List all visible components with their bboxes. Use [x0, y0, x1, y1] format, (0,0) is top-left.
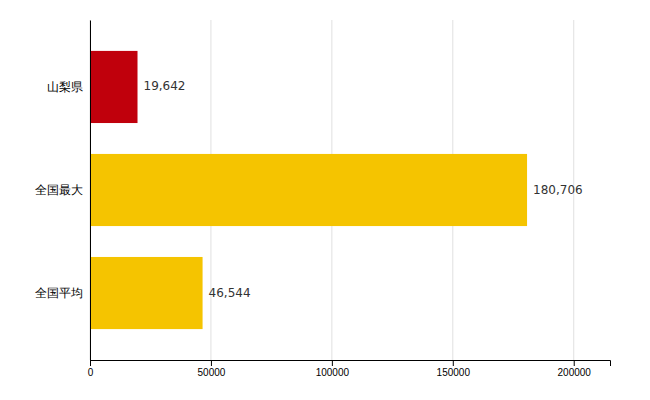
bars	[90, 51, 527, 329]
tick-label: 山梨県	[47, 80, 83, 94]
bar	[90, 154, 527, 226]
tick: 0	[88, 360, 94, 378]
tick: 50000	[198, 360, 226, 378]
tick: 200000	[558, 360, 592, 378]
axis-line	[90, 21, 91, 361]
tick-mark	[574, 360, 575, 366]
tick-mark	[90, 360, 91, 366]
tick-label: 50000	[198, 367, 226, 378]
tick-label: 150000	[437, 367, 471, 378]
axis-line	[91, 361, 611, 367]
tick: 150000	[437, 360, 471, 378]
tick: 全国平均	[35, 286, 83, 300]
plot: 0 50000 100000 150000 200000 山梨県全国最大全国平均 19,64…	[35, 20, 611, 378]
tick-label: 0	[88, 367, 94, 378]
data-label: 180,706	[533, 183, 583, 197]
grid	[90, 20, 574, 360]
x-axis: 0 50000 100000 150000 200000	[88, 360, 611, 378]
tick: 山梨県	[47, 80, 83, 94]
data-label: 19,642	[144, 79, 186, 93]
bar	[90, 51, 138, 123]
tick-mark	[332, 360, 333, 366]
chart-svg: 0 50000 100000 150000 200000 山梨県全国最大全国平均 19,64…	[0, 0, 650, 400]
tick-mark	[211, 360, 212, 366]
tick: 全国最大	[35, 183, 83, 197]
tick-label: 全国最大	[35, 183, 83, 197]
tick: 100000	[316, 360, 350, 378]
tick-mark	[453, 360, 454, 366]
data-labels: 19,642 180,706 46,544	[144, 79, 583, 299]
tick-label: 100000	[316, 367, 350, 378]
data-label: 46,544	[209, 286, 251, 300]
tick-label: 200000	[558, 367, 592, 378]
y-axis: 山梨県全国最大全国平均	[35, 21, 91, 361]
grid-line	[90, 20, 91, 360]
tick-label: 全国平均	[35, 286, 83, 300]
bar	[90, 257, 203, 329]
